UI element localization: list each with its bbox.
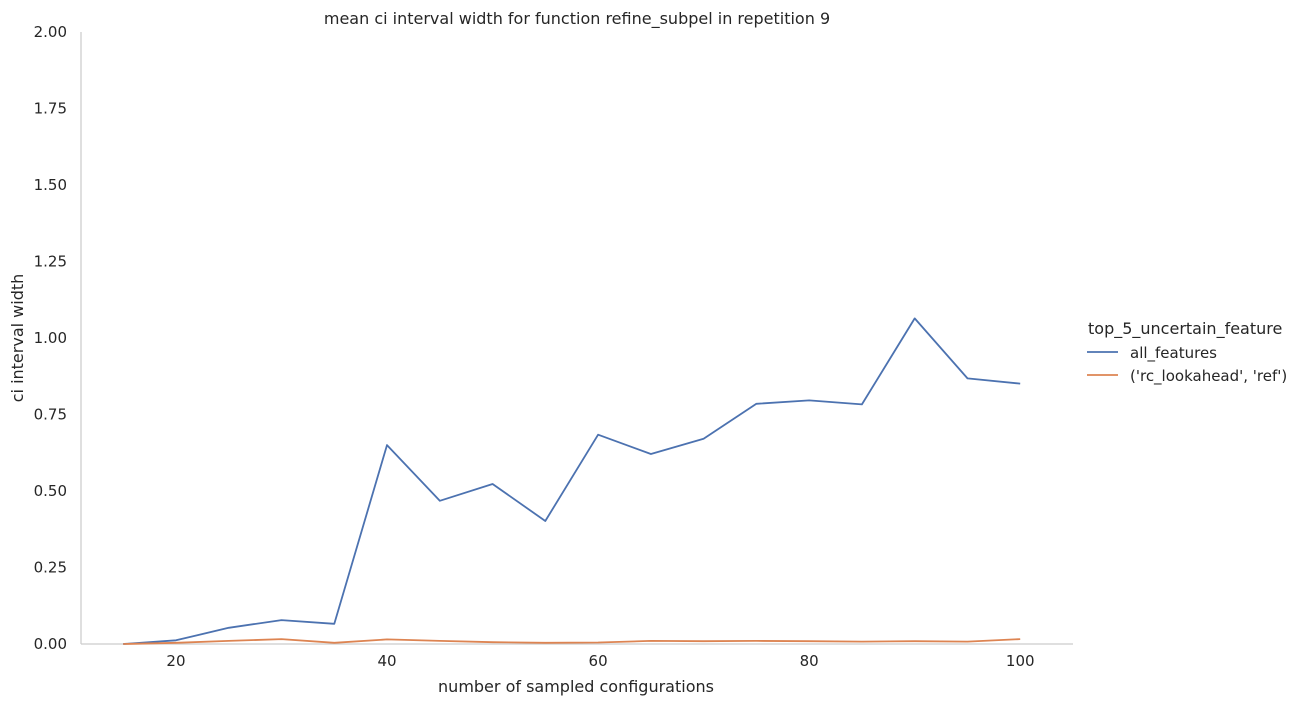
x-tick-label: 40	[377, 652, 396, 670]
legend-label: ('rc_lookahead', 'ref')	[1130, 367, 1287, 386]
y-tick-labels: 0.00 0.25 0.50 0.75 1.00 1.25 1.50 1.75 2.00	[34, 23, 67, 653]
y-tick-label: 0.50	[34, 482, 67, 500]
series-line	[123, 317, 1021, 645]
y-tick-label: 0.00	[34, 635, 67, 653]
y-tick-label: 1.50	[34, 176, 67, 194]
legend: top_5_uncertain_feature all_features ('rc…	[1087, 319, 1287, 386]
x-tick-label: 60	[589, 652, 608, 670]
legend-label: all_features	[1130, 344, 1217, 363]
series-lines	[123, 317, 1021, 645]
y-tick-label: 0.75	[34, 406, 67, 424]
x-tick-label: 20	[166, 652, 185, 670]
y-tick-label: 0.25	[34, 559, 67, 577]
y-tick-label: 1.25	[34, 253, 67, 271]
y-tick-label: 2.00	[34, 23, 67, 41]
y-tick-label: 1.00	[34, 329, 67, 347]
x-tick-label: 80	[800, 652, 819, 670]
legend-title: top_5_uncertain_feature	[1088, 319, 1282, 339]
y-axis-label: ci interval width	[8, 274, 27, 403]
y-tick-label: 1.75	[34, 100, 67, 118]
series-line	[123, 638, 1021, 645]
chart-title: mean ci interval width for function refi…	[324, 9, 830, 29]
x-axis-label: number of sampled configurations	[438, 677, 714, 696]
x-tick-label: 100	[1006, 652, 1035, 670]
x-tick-labels: 20 40 60 80 100	[166, 652, 1034, 670]
